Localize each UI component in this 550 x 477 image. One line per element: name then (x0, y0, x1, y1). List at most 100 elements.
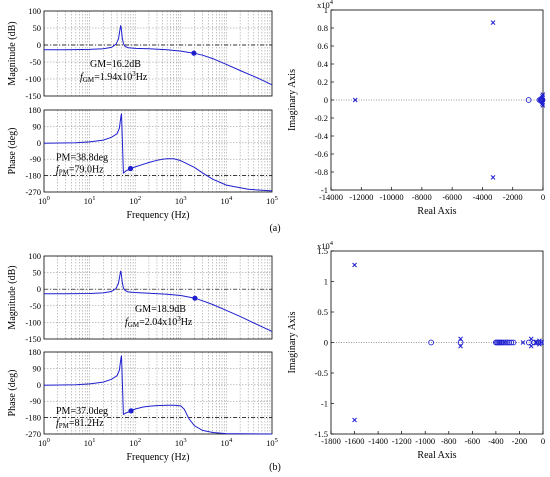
gain-margin-text: GM=16.2dB (90, 59, 141, 70)
bode-magnitude-b: 100 50 0 -50 -100 -150 Magnitude (dB) GM=18.9dB… (7, 251, 273, 344)
y-tick-label: 90 (33, 121, 42, 131)
y-tick-label: -50 (30, 301, 41, 311)
x-tick-label: -4000 (473, 192, 493, 202)
y-tick-label: 0.4 (317, 59, 328, 69)
y-tick-label: -270 (25, 187, 41, 197)
margin-marker (192, 295, 198, 301)
caption-a: (a) (269, 223, 280, 234)
y-tick-label: 50 (33, 23, 42, 33)
x-tick-label: -1400 (368, 436, 388, 446)
bode-phase-b: 180 90 0 -90 -180 -270 Phase (deg) 100 101 102 103… (7, 347, 278, 463)
zero-marker (428, 339, 434, 346)
x-tick-label: 0 (541, 192, 545, 202)
pole-marker (490, 20, 496, 25)
y-tick-label: -0.2 (315, 113, 328, 123)
zero-marker (508, 339, 515, 346)
y-tick-label: -90 (30, 154, 41, 164)
series-line (44, 25, 273, 86)
x-tick-label: -14000 (319, 192, 343, 202)
gain-margin-text: GM=18.9dB (135, 304, 186, 315)
bode-phase-a: 180 90 0 -90 -180 -270 Phase (deg) 100 101 102 103… (7, 105, 278, 221)
x-tick-label: 100 (38, 437, 50, 448)
x-tick-label: -10000 (380, 192, 404, 202)
x-axis-label: Real Axis (417, 450, 456, 461)
gain-margin-frequency: fGM=1.94x103Hz (80, 70, 148, 84)
pole-marker (528, 343, 534, 349)
y-tick-label: 0.8 (317, 23, 328, 33)
x-tick-label: -1000 (415, 436, 435, 446)
x-tick-label: -400 (488, 436, 504, 446)
pole-marker (533, 340, 539, 345)
phase-margin-frequency: fPM=81.2Hz (56, 418, 104, 430)
series-line (43, 113, 273, 192)
plot-frame (43, 10, 273, 97)
bode-magnitude-a: 100 50 0 -50 -100 -150 Magnitude (dB) GM=16.2dB… (7, 6, 273, 101)
y-tick-label: 90 (33, 363, 42, 373)
plot-frame (43, 109, 273, 193)
x-tick-label: -1600 (345, 436, 365, 446)
y-tick-label: -150 (25, 91, 41, 101)
y-tick-label: 50 (33, 268, 42, 278)
y-tick-label: -150 (25, 334, 41, 344)
y-tick-label: 0 (324, 338, 328, 348)
pole-zero-map-b: -1800 -1600 -1400 -1200 -1000 -800 -600 -400 -20… (287, 240, 545, 461)
y-tick-label: -90 (30, 396, 41, 406)
x-tick-label: 0 (541, 436, 545, 446)
y-tick-label: 1 (324, 5, 328, 15)
y-tick-label: 0 (37, 40, 41, 50)
x-tick-label: -6000 (442, 192, 462, 202)
y-multiplier: x104 (317, 240, 334, 251)
y-tick-label: -270 (25, 429, 41, 439)
pole-marker (540, 103, 546, 108)
x-axis-label: Frequency (Hz) (126, 210, 189, 221)
y-tick-label: 0 (37, 380, 41, 390)
y-tick-label: -180 (25, 171, 41, 181)
phase-margin-frequency: fPM=79.0Hz (56, 164, 104, 176)
y-tick-label: 0 (37, 284, 41, 294)
x-axis-label: Frequency (Hz) (126, 452, 189, 463)
x-tick-label: -2000 (503, 192, 523, 202)
y-tick-label: -1.5 (315, 429, 328, 439)
y-tick-label: 1 (324, 277, 328, 287)
x-tick-label: 102 (129, 437, 141, 448)
x-tick-label: 102 (129, 195, 141, 206)
x-tick-label: 105 (266, 437, 278, 448)
pole-marker (352, 262, 357, 268)
x-tick-label: -1800 (321, 436, 341, 446)
x-tick-label: 101 (84, 195, 96, 206)
y-tick-label: -0.6 (315, 149, 328, 159)
y-tick-label: 0.6 (317, 41, 328, 51)
pole-marker (458, 336, 463, 342)
x-tick-label: -1200 (392, 436, 412, 446)
zero-marker (525, 97, 532, 103)
x-tick-label: 103 (175, 437, 187, 448)
y-tick-label: 100 (28, 6, 41, 16)
series-line (43, 355, 273, 435)
y-tick-label: -1 (321, 399, 328, 409)
x-tick-label: 101 (84, 437, 96, 448)
zero-marker (502, 339, 509, 346)
x-tick-label: -8000 (412, 192, 432, 202)
zero-marker (526, 339, 532, 346)
y-tick-label: 100 (28, 251, 41, 261)
phase-margin-text: PM=38.8deg (56, 152, 108, 163)
y-tick-label: -0.8 (315, 167, 328, 177)
pole-marker (458, 343, 463, 349)
zero-marker (504, 339, 510, 346)
pole-marker (540, 92, 546, 97)
margin-marker (191, 50, 197, 56)
x-tick-label: 100 (38, 195, 50, 206)
y-tick-label: 0.2 (317, 77, 328, 87)
margin-marker (128, 408, 134, 414)
x-tick-label: -12000 (349, 192, 373, 202)
y-tick-label: -100 (25, 74, 41, 84)
phase-margin-text: PM=37.0deg (56, 406, 108, 417)
x-tick-label: -800 (441, 436, 457, 446)
y-tick-label: -100 (25, 317, 41, 327)
y-tick-label: -0.5 (315, 368, 328, 378)
y-axis-label: Phase (deg) (7, 370, 18, 417)
x-tick-label: 104 (221, 195, 234, 206)
pole-marker (528, 336, 534, 342)
x-tick-label: -600 (465, 436, 481, 446)
y-axis-label: Magnitude (dB) (7, 265, 18, 329)
